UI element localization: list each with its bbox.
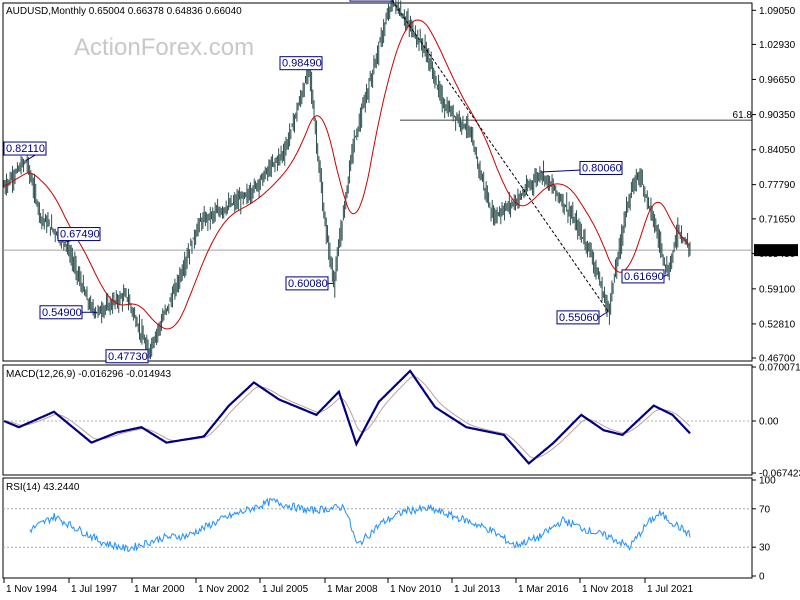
swing-label-box [349, 0, 393, 2]
price-y-tick-label: 0.46700 [759, 354, 796, 365]
macd-y-tick-label: 0.070071 [759, 363, 800, 374]
rsi-line [29, 497, 691, 553]
swing-label-box [579, 160, 623, 175]
price-y-tick-label: 0.84050 [759, 145, 796, 156]
rsi-title: RSI(14) 43.2440 [6, 482, 80, 493]
price-panel-frame [2, 2, 753, 362]
current-price-line: 0.66040 [3, 244, 798, 257]
swing-label-text: 1.10790 [352, 0, 392, 1]
swing-label-box [279, 56, 323, 71]
x-tick-label: 1 Nov 2010 [390, 584, 442, 595]
rsi-y-tick-label: 0 [759, 572, 765, 583]
swing-label-box [105, 349, 149, 364]
swing-label-text: 0.67490 [60, 229, 100, 241]
price-y-tick-label: 0.77790 [759, 180, 796, 191]
x-tick-label: 1 Jul 2005 [262, 584, 309, 595]
fib-level-label: 61.8 [733, 110, 753, 121]
price-y-axis: 1.09050 1.02930 0.96650 0.90350 0.84050 0.777… [752, 6, 796, 365]
price-y-tick-label: 0.71650 [759, 214, 796, 225]
price-panel: AUDUSD,Monthly 0.65004 0.66378 0.64836 0… [2, 0, 798, 365]
swing-label-text: 0.47730 [108, 351, 148, 363]
swing-label-text: 0.82110 [6, 143, 45, 155]
moving-average [3, 19, 691, 330]
swing-label-box [3, 141, 47, 156]
macd-y-axis: 0.070071 0.00 -0.067423 [3, 363, 800, 480]
symbol-line: AUDUSD,Monthly 0.65004 0.66378 0.64836 0… [6, 6, 242, 17]
price-y-tick-label: 0.96650 [759, 75, 796, 86]
watermark: ActionForex.com [74, 34, 254, 61]
x-tick-label: 1 Nov 1994 [6, 584, 58, 595]
swing-label-text: 0.98490 [282, 58, 322, 70]
x-tick-label: 1 Jul 2021 [647, 584, 694, 595]
macd-panel-frame [2, 364, 753, 476]
price-y-tick-label: 0.59100 [759, 284, 796, 295]
rsi-lines [29, 497, 691, 553]
swing-label-box [621, 269, 665, 284]
price-y-tick-label: 0.90350 [759, 110, 796, 121]
swing-label-box [57, 227, 101, 242]
swing-label-box [39, 305, 83, 320]
trendline [391, 0, 609, 312]
swing-label-box [556, 310, 600, 325]
macd-y-tick-label: 0.00 [759, 417, 779, 428]
swing-label-box [285, 276, 329, 291]
x-tick-label: 1 Mar 2008 [327, 584, 378, 595]
rsi-y-tick-label: 30 [759, 543, 771, 554]
rsi-panel-frame [2, 477, 753, 579]
swing-labels: 0.82110 0.67490 0.54900 0.47730 0.98490 0.600… [3, 0, 669, 364]
macd-main-line [3, 369, 691, 465]
swing-label-leader [663, 273, 669, 277]
x-tick-label: 1 Nov 2002 [198, 584, 250, 595]
fib-level-line: 61.8 [400, 110, 752, 121]
x-tick-label: 1 Jul 1997 [71, 584, 118, 595]
rsi-y-axis: 100 70 30 0 [3, 476, 776, 583]
moving-average-line [3, 19, 691, 330]
price-y-tick-label: 0.52810 [759, 319, 796, 330]
x-axis: 1 Nov 1994 1 Jul 1997 1 Mar 2000 1 Nov 2002… [3, 578, 694, 595]
swing-label-text: 0.55060 [559, 312, 599, 324]
swing-label-leader [598, 310, 609, 318]
macd-title: MACD(12,26,9) -0.016296 -0.014943 [6, 369, 172, 380]
rsi-panel: RSI(14) 43.2440 100 70 30 0 [2, 476, 776, 583]
x-tick-label: 1 Nov 2018 [582, 584, 634, 595]
swing-label-text: 0.61690 [624, 271, 664, 283]
macd-y-tick-label: -0.067423 [759, 469, 800, 480]
x-tick-label: 1 Mar 2016 [518, 584, 569, 595]
swing-label-text: 0.60080 [288, 278, 328, 290]
swing-label-text: 0.80060 [582, 162, 622, 174]
current-price-label: 0.66040 [757, 246, 794, 257]
x-tick-label: 1 Mar 2000 [134, 584, 185, 595]
x-tick-label: 1 Jul 2013 [454, 584, 501, 595]
macd-signal-line [3, 376, 691, 459]
swing-label-text: 0.54900 [42, 307, 82, 319]
trendline-segment [391, 0, 609, 312]
price-y-tick-label: 1.09050 [759, 6, 796, 17]
price-y-tick-label: 1.02930 [759, 40, 796, 51]
rsi-y-tick-label: 100 [759, 476, 776, 487]
macd-panel: MACD(12,26,9) -0.016296 -0.014943 0.0700… [2, 363, 800, 480]
macd-lines [3, 369, 691, 465]
current-price-box [754, 244, 798, 257]
rsi-y-tick-label: 70 [759, 504, 771, 515]
